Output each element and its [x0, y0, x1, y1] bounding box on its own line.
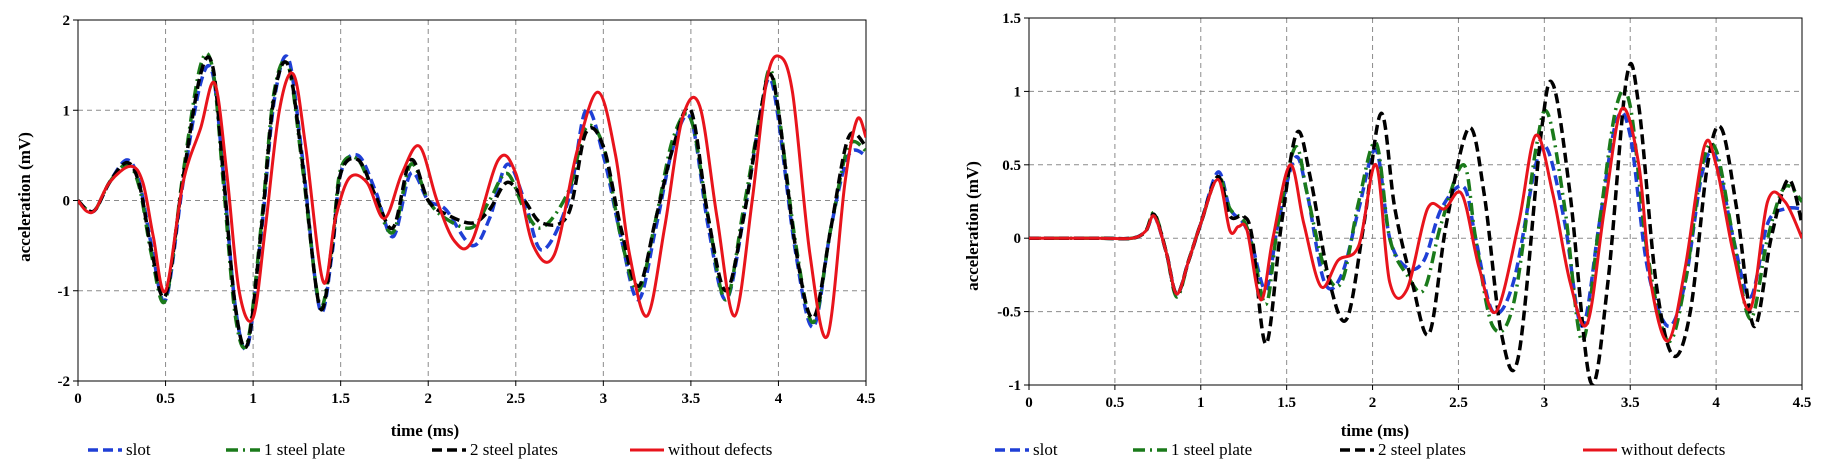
y-tick-label: 1.5 — [1002, 11, 1021, 27]
y-axis-label: acceleration (mV) — [963, 161, 982, 291]
legend-label: 1 steel plate — [264, 440, 345, 459]
series-line-2-steel-plates — [78, 55, 866, 350]
y-tick-label: 0 — [1014, 231, 1022, 247]
x-tick-label: 1.5 — [331, 391, 350, 407]
legend-label: without defects — [1621, 440, 1725, 459]
x-tick-label: 4 — [775, 391, 783, 407]
x-tick-label: 4 — [1712, 395, 1720, 411]
y-tick-label: -1 — [1009, 378, 1022, 394]
x-tick-label: 1 — [249, 391, 257, 407]
y-tick-label: 1 — [63, 103, 71, 119]
x-axis-label: time (ms) — [1341, 421, 1409, 440]
x-tick-label: 0 — [74, 391, 82, 407]
series-line-slot — [1029, 110, 1802, 329]
x-tick-label: 2 — [424, 391, 432, 407]
y-tick-label: 1 — [1014, 84, 1022, 100]
x-tick-label: 2.5 — [1449, 395, 1468, 411]
x-tick-label: 0 — [1025, 395, 1033, 411]
x-tick-label: 4.5 — [857, 391, 876, 407]
y-tick-label: -2 — [58, 374, 71, 390]
chart-left: acceleration (mV) time (ms) 0 0.5 1 1.5 2 2.5… — [15, 13, 875, 459]
y-tick-label: 0 — [63, 194, 71, 210]
legend-label: slot — [1033, 440, 1058, 459]
x-tick-label: 0.5 — [1106, 395, 1125, 411]
x-tick-label: 2.5 — [506, 391, 525, 407]
x-tick-label: 3.5 — [682, 391, 701, 407]
legend-label: 1 steel plate — [1171, 440, 1252, 459]
legend-label: 2 steel plates — [470, 440, 558, 459]
x-tick-label: 1 — [1197, 395, 1205, 411]
chart-right: acceleration (mV) time (ms) 0 0.5 1 1.5 2 2.5… — [963, 11, 1811, 459]
x-axis-label: time (ms) — [391, 421, 459, 440]
series-line-without-defects — [1029, 106, 1802, 343]
y-tick-label: -1 — [58, 284, 71, 300]
legend-label: slot — [126, 440, 151, 459]
x-tick-label: 3.5 — [1621, 395, 1640, 411]
series-line-1-steel-plate — [78, 51, 866, 350]
series-line-without-defects — [78, 54, 866, 340]
series-line-2-steel-plates — [1029, 61, 1802, 385]
y-axis-label: acceleration (mV) — [15, 132, 34, 262]
legend-label: without defects — [668, 440, 772, 459]
x-tick-label: 1.5 — [1277, 395, 1296, 411]
x-tick-label: 4.5 — [1793, 395, 1812, 411]
x-tick-label: 3 — [1541, 395, 1549, 411]
x-tick-label: 3 — [600, 391, 608, 407]
y-tick-label: 0.5 — [1002, 158, 1021, 174]
legend-label: 2 steel plates — [1378, 440, 1466, 459]
x-tick-label: 2 — [1369, 395, 1377, 411]
x-tick-label: 0.5 — [156, 391, 175, 407]
y-tick-label: -0.5 — [997, 305, 1021, 321]
y-tick-label: 2 — [63, 13, 71, 29]
